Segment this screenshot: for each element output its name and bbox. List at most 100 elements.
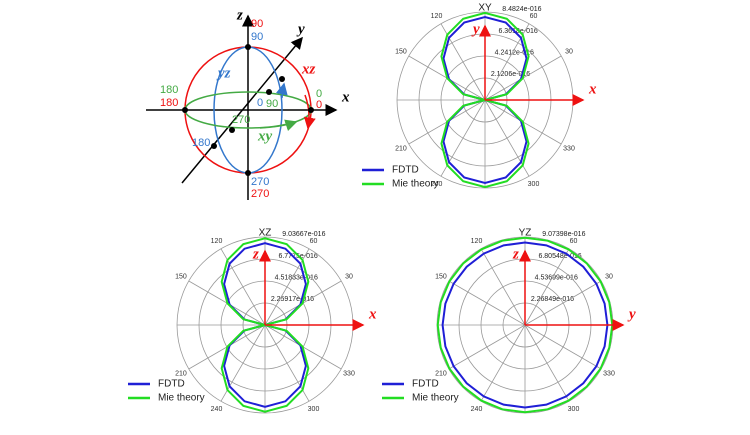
theta-tick-label: 150 bbox=[395, 48, 407, 55]
theta-tick-label: 60 bbox=[570, 238, 578, 245]
spoke bbox=[524, 324, 570, 402]
spoke bbox=[440, 23, 486, 101]
legend-label: FDTD bbox=[158, 379, 185, 390]
spoke bbox=[220, 324, 266, 402]
r-tick-label: 4.51833e-016 bbox=[275, 275, 318, 282]
angle-label: 0 bbox=[316, 88, 322, 100]
r-tick-label: 2.25917e-016 bbox=[271, 296, 314, 303]
polar-chart: 2.1206e-0164.2412e-0166.3618e-0168.4824e… bbox=[362, 3, 597, 190]
theta-tick-label: 210 bbox=[395, 145, 407, 152]
point bbox=[245, 170, 251, 176]
theta-tick-label: 240 bbox=[211, 406, 223, 413]
r-tick-label: 4.53699e-016 bbox=[535, 275, 578, 282]
point bbox=[308, 107, 314, 113]
spoke bbox=[484, 23, 530, 101]
r-tick-label: 9.03667e-016 bbox=[282, 231, 325, 238]
coordinate-diagram bbox=[146, 14, 338, 200]
spoke bbox=[220, 248, 266, 326]
point bbox=[266, 89, 272, 95]
angle-label: 0 bbox=[316, 99, 322, 111]
angle-label: 270 bbox=[251, 188, 269, 200]
spoke bbox=[440, 99, 486, 177]
theta-tick-label: 300 bbox=[308, 406, 320, 413]
plane-label: yz bbox=[216, 65, 231, 81]
chart-title: YZ bbox=[519, 228, 532, 239]
axis-label: y bbox=[296, 21, 305, 37]
theta-tick-label: 150 bbox=[435, 273, 447, 280]
plane-label: xy bbox=[257, 128, 273, 144]
angle-label: 180 bbox=[192, 137, 210, 149]
legend-label: Mie theory bbox=[158, 393, 205, 404]
theta-tick-label: 150 bbox=[175, 273, 187, 280]
theta-tick-label: 120 bbox=[431, 13, 443, 20]
theta-tick-label: 300 bbox=[528, 181, 540, 188]
spoke bbox=[480, 324, 526, 402]
chart-title: XY bbox=[478, 3, 492, 14]
theta-tick-label: 30 bbox=[565, 48, 573, 55]
angle-label: 270 bbox=[232, 114, 250, 126]
x-axis-label: x bbox=[588, 81, 597, 97]
theta-tick-label: 210 bbox=[175, 370, 187, 377]
polar-chart: 2.25917e-0164.51833e-0166.7775e-0169.036… bbox=[128, 228, 377, 414]
angle-label: 90 bbox=[251, 31, 263, 43]
theta-tick-label: 60 bbox=[530, 13, 538, 20]
xy-arrow bbox=[259, 119, 298, 132]
plane-label: xz bbox=[301, 61, 316, 77]
spoke bbox=[524, 280, 602, 326]
spoke bbox=[448, 280, 526, 326]
point bbox=[229, 127, 235, 133]
theta-tick-label: 240 bbox=[431, 181, 443, 188]
theta-tick-label: 240 bbox=[471, 406, 483, 413]
x-axis-label: x bbox=[368, 306, 377, 322]
spoke bbox=[264, 248, 310, 326]
polar-chart: 2.26849e-016 4.53699e-016 6.80548e-016 9.07… bbox=[382, 228, 636, 414]
theta-tick-label: 120 bbox=[471, 238, 483, 245]
legend-label: FDTD bbox=[392, 165, 419, 176]
theta-tick-label: 330 bbox=[603, 370, 615, 377]
r-tick-label: 2.1206e-016 bbox=[491, 71, 530, 78]
angle-label: 90 bbox=[251, 18, 263, 30]
y-axis-label: z bbox=[512, 246, 519, 262]
point bbox=[211, 143, 217, 149]
spoke bbox=[484, 99, 530, 177]
theta-tick-label: 60 bbox=[310, 238, 318, 245]
spoke bbox=[480, 248, 526, 326]
y-axis-label: y bbox=[471, 21, 480, 37]
angle-label: 180 bbox=[160, 84, 178, 96]
yz-arrow bbox=[275, 82, 288, 99]
spoke bbox=[448, 324, 526, 370]
point bbox=[182, 107, 188, 113]
angle-label: 0 bbox=[257, 97, 263, 109]
r-tick-label: 6.80548e-016 bbox=[538, 253, 581, 260]
y-axis-label: z bbox=[252, 246, 259, 262]
series-line bbox=[436, 236, 614, 414]
legend-label: FDTD bbox=[412, 379, 439, 390]
x-axis-label: y bbox=[627, 306, 636, 322]
r-tick-label: 8.4824e-016 bbox=[502, 6, 541, 13]
angle-label: 270 bbox=[251, 176, 269, 188]
theta-tick-label: 330 bbox=[343, 370, 355, 377]
point bbox=[279, 76, 285, 82]
theta-tick-label: 330 bbox=[563, 145, 575, 152]
spoke bbox=[524, 324, 602, 370]
series-line bbox=[441, 241, 609, 409]
spoke bbox=[264, 324, 310, 402]
r-tick-label: 9.07398e-016 bbox=[542, 231, 585, 238]
r-tick-label: 4.2412e-016 bbox=[495, 50, 534, 57]
chart-title: XZ bbox=[259, 228, 272, 239]
legend-label: Mie theory bbox=[392, 179, 439, 190]
legend-label: Mie theory bbox=[412, 393, 459, 404]
axis-label: x bbox=[341, 89, 350, 105]
theta-tick-label: 120 bbox=[211, 238, 223, 245]
spoke bbox=[524, 248, 570, 326]
theta-tick-label: 30 bbox=[605, 273, 613, 280]
axis-label: z bbox=[236, 7, 243, 23]
theta-tick-label: 30 bbox=[345, 273, 353, 280]
r-tick-label: 2.26849e-016 bbox=[531, 296, 574, 303]
theta-tick-label: 300 bbox=[568, 406, 580, 413]
point bbox=[245, 44, 251, 50]
angle-label: 180 bbox=[160, 97, 178, 109]
xz-arrow bbox=[303, 94, 316, 130]
y-axis bbox=[181, 36, 303, 184]
